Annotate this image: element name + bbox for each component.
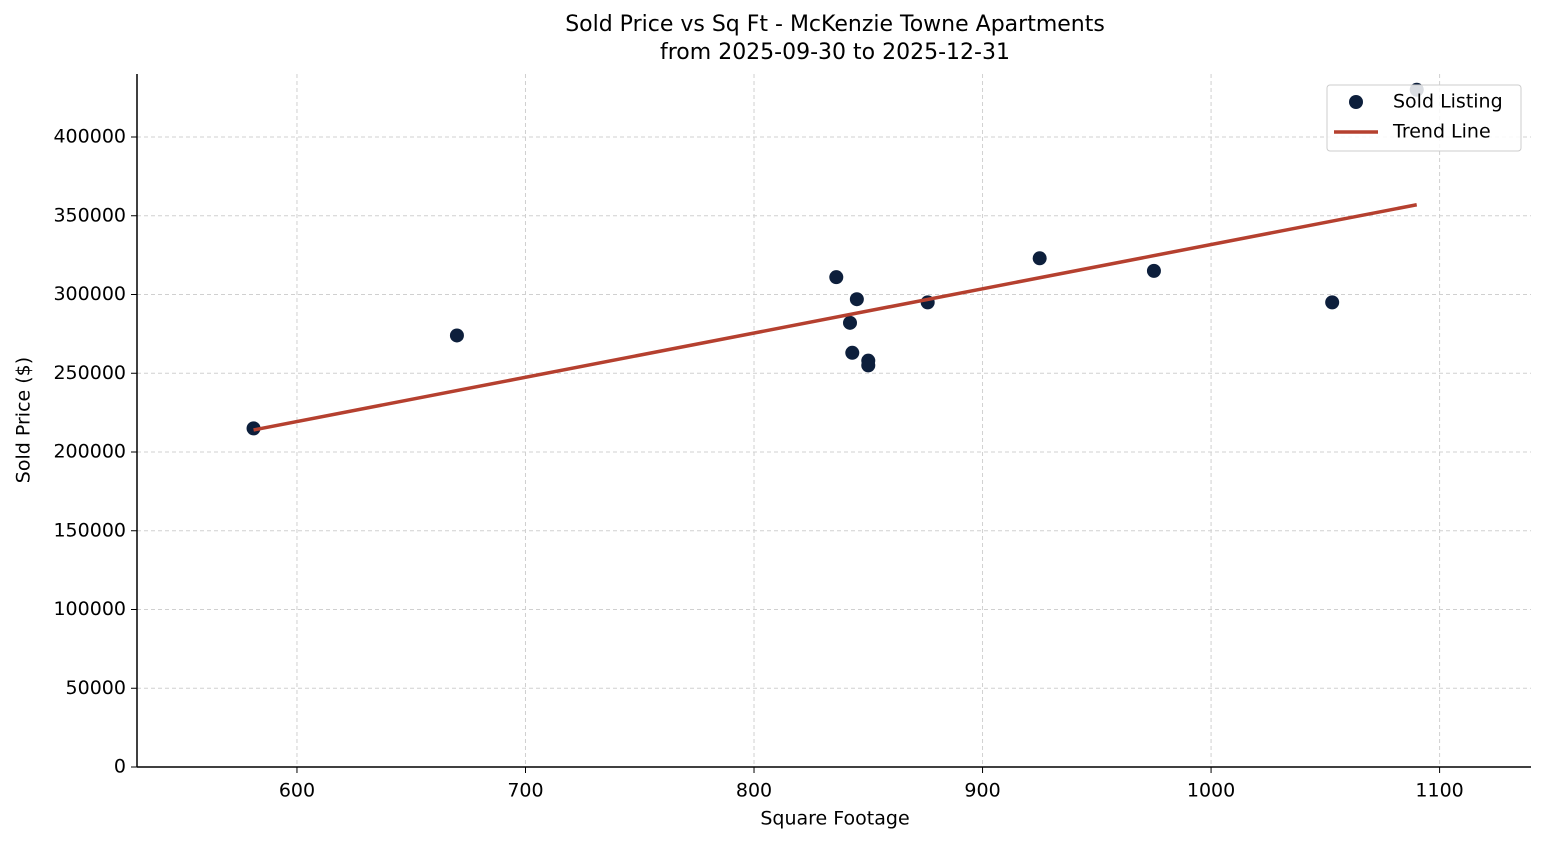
y-axis-label: Sold Price ($) [13,357,35,483]
y-tick-label: 200000 [53,441,126,463]
y-tick-label: 50000 [66,677,126,699]
point [1032,251,1047,266]
point [1146,263,1161,278]
point [829,270,844,285]
x-tick-label: 900 [964,780,1000,802]
y-tick-label: 0 [114,756,126,778]
x-axis-label: Square Footage [760,808,909,830]
y-tick-label: 400000 [53,126,126,148]
y-tick-label: 150000 [53,519,126,541]
x-tick-label: 1100 [1415,780,1463,802]
y-tick-label: 250000 [53,362,126,384]
point [449,328,464,343]
legend-label: Trend Line [1392,121,1491,143]
x-tick-label: 1000 [1187,780,1235,802]
y-tick-label: 350000 [53,204,126,226]
x-tick-label: 600 [279,780,315,802]
point [861,358,876,373]
y-tick-label: 300000 [53,283,126,305]
trend-line [253,203,1418,432]
point [845,345,860,360]
y-tick-label: 100000 [53,598,126,620]
x-tick-label: 800 [736,780,772,802]
chart-title: Sold Price vs Sq Ft - McKenzie Towne Apa… [565,12,1105,37]
point [1325,295,1340,310]
point [849,292,864,307]
legend-label: Sold Listing [1393,91,1503,113]
legend-box [1326,84,1522,152]
legend-marker [1349,95,1363,109]
x-tick-label: 700 [507,780,543,802]
chart-subtitle: from 2025-09-30 to 2025-12-31 [660,40,1010,65]
point [842,315,857,330]
